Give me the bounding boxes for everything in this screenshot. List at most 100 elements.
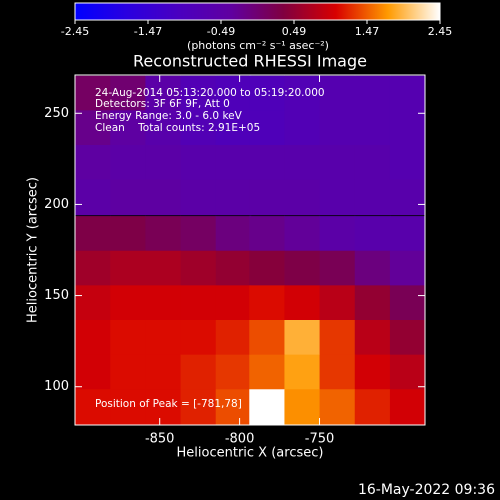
heatmap-cell [145, 145, 181, 181]
heatmap-cell [180, 179, 217, 216]
x-tick-label: -800 [225, 432, 255, 447]
heatmap-cell [389, 110, 426, 146]
heatmap-cell [145, 110, 181, 146]
peak-label: Position of Peak = [-781,78] [95, 398, 242, 410]
colorbar-label: (photons cm⁻² s⁻¹ asec⁻²) [187, 39, 329, 52]
heatmap-cell [319, 145, 356, 181]
annotation: Clean Total counts: 2.91E+05 [95, 122, 260, 134]
heatmap-cell [145, 320, 181, 356]
heatmap-cell [284, 389, 321, 425]
colorbar-tick-label: 1.47 [355, 25, 380, 38]
heatmap-cell [284, 216, 321, 252]
heatmap-cell [389, 354, 426, 391]
heatmap-cell [319, 110, 356, 146]
y-axis-label: Heliocentric Y (arcsec) [26, 177, 41, 323]
heatmap-cell [249, 389, 285, 425]
colorbar-tick-label: 0.49 [282, 25, 307, 38]
heatmap-cell [180, 145, 217, 181]
heatmap-cell [249, 250, 285, 287]
heatmap-cell [319, 179, 356, 216]
heatmap-cell [215, 354, 252, 391]
heatmap-cell [75, 389, 111, 425]
heatmap-cell [389, 216, 426, 252]
colorbar-tick-label: 2.45 [428, 25, 453, 38]
heatmap-cell [180, 110, 217, 146]
heatmap-cell [249, 75, 285, 112]
y-tick-label: 250 [44, 106, 69, 121]
heatmap-cell [354, 285, 391, 321]
heatmap-cell [284, 285, 321, 321]
chart-title: Reconstructed RHESSI Image [133, 52, 367, 71]
heatmap-cell [75, 354, 111, 391]
heatmap-cell [110, 354, 146, 391]
heatmap-cell [284, 110, 321, 146]
colorbar-tick-label: -0.49 [207, 25, 235, 38]
heatmap-cell [215, 75, 252, 112]
x-axis-label: Heliocentric X (arcsec) [177, 446, 324, 461]
heatmap-cell [180, 250, 217, 287]
timestamp: 16-May-2022 09:36 [358, 482, 495, 498]
heatmap-cell [354, 179, 391, 216]
heatmap-cell [75, 110, 111, 146]
y-tick-label: 200 [44, 197, 69, 212]
heatmap-cell [75, 179, 111, 216]
heatmap [75, 75, 426, 425]
heatmap-cell [319, 389, 356, 425]
heatmap-cell [354, 354, 391, 391]
heatmap-cell [249, 110, 285, 146]
colorbar [74, 2, 441, 21]
heatmap-cell [215, 216, 252, 252]
heatmap-cell [284, 75, 321, 112]
heatmap-cell [319, 250, 356, 287]
heatmap-cell [145, 389, 181, 425]
heatmap-cell [215, 250, 252, 287]
annotation: Energy Range: 3.0 - 6.0 keV [95, 110, 243, 122]
heatmap-cell [110, 320, 146, 356]
heatmap-cell [110, 389, 146, 425]
heatmap-cell [75, 285, 111, 321]
heatmap-cell [249, 354, 285, 391]
colorbar-tick-label: -2.45 [61, 25, 89, 38]
heatmap-cell [145, 179, 181, 216]
heatmap-cell [215, 389, 252, 425]
heatmap-cell [389, 250, 426, 287]
heatmap-cell [180, 75, 217, 112]
heatmap-cell [75, 216, 111, 252]
heatmap-cell [284, 145, 321, 181]
heatmap-cell [145, 285, 181, 321]
heatmap-cell [75, 320, 111, 356]
heatmap-cell [145, 250, 181, 287]
heatmap-cell [284, 179, 321, 216]
heatmap-cell [319, 75, 356, 112]
heatmap-cell [249, 285, 285, 321]
heatmap-cell [180, 285, 217, 321]
heatmap-cell [110, 110, 146, 146]
heatmap-cell [180, 216, 217, 252]
heatmap-cell [110, 250, 146, 287]
heatmap-cell [284, 320, 321, 356]
y-tick-label: 100 [44, 379, 69, 394]
annotation: Detectors: 3F 6F 9F, Att 0 [95, 98, 230, 110]
heatmap-cell [249, 179, 285, 216]
heatmap-cell [354, 389, 391, 425]
heatmap-cell [354, 75, 391, 112]
x-tick-label: -850 [145, 432, 175, 447]
heatmap-cell [389, 389, 426, 425]
heatmap-cell [215, 179, 252, 216]
heatmap-cell [75, 145, 111, 181]
x-tick-label: -750 [305, 432, 335, 447]
colorbar-tick-label: -1.47 [134, 25, 162, 38]
heatmap-cell [249, 145, 285, 181]
y-tick-label: 150 [44, 288, 69, 303]
heatmap-cell [354, 145, 391, 181]
heatmap-cell [354, 216, 391, 252]
heatmap-cell [215, 285, 252, 321]
heatmap-cell [75, 75, 111, 112]
heatmap-cell [389, 75, 426, 112]
heatmap-cell [389, 320, 426, 356]
heatmap-cell [215, 110, 252, 146]
heatmap-cell [110, 179, 146, 216]
heatmap-cell [319, 320, 356, 356]
heatmap-cell [389, 179, 426, 216]
